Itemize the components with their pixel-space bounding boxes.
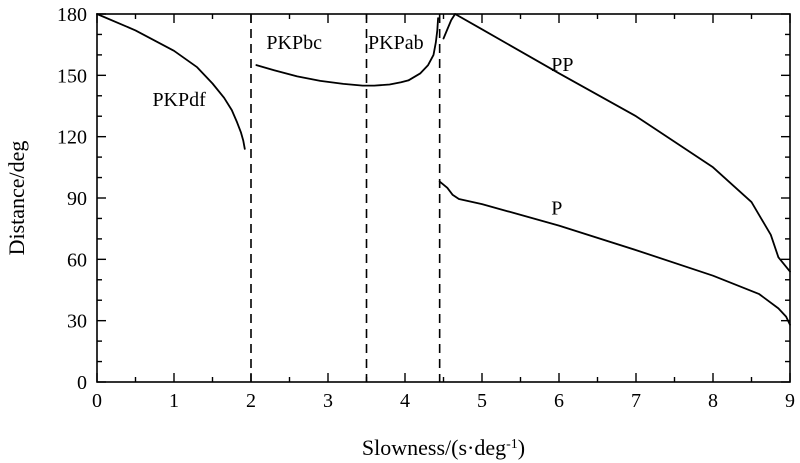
x-axis-label-end: ): [518, 435, 525, 460]
x-tick-label: 7: [631, 390, 641, 412]
y-tick-label: 60: [67, 249, 87, 271]
dashed-lines: [250, 14, 441, 382]
x-tick-label: 3: [323, 390, 333, 412]
label-pkpdf: PKPdf: [152, 89, 206, 111]
series-pkpdf: [96, 13, 246, 150]
series-pkpab: [407, 17, 439, 82]
y-axis-label: Distance/deg: [4, 141, 29, 256]
x-axis-ticks: 0 1 2 3 4 5 6 7 8 9: [92, 14, 795, 412]
plot-area: 0 1 2 3 4 5 6 7 8 9 0 30 60 90 120 150 180 PKPdf PKPbc PK…: [57, 4, 795, 412]
y-axis-ticks: 0 30 60 90 120 150 180: [57, 4, 790, 394]
y-tick-label: 0: [77, 372, 87, 394]
x-tick-label: 5: [477, 390, 487, 412]
x-tick-label: 1: [169, 390, 179, 412]
x-tick-label: 4: [400, 390, 410, 412]
y-tick-label: 90: [67, 188, 87, 210]
plot-frame: [96, 13, 791, 383]
label-pkpab: PKPab: [368, 32, 424, 54]
y-tick-label: 120: [57, 127, 87, 149]
x-axis-label-superscript: -1: [506, 437, 518, 452]
x-axis-label: Slowness/(s·deg-1): [362, 435, 525, 460]
series-pkpbc: [255, 64, 410, 87]
y-tick-label: 30: [67, 311, 87, 333]
label-p: P: [551, 197, 562, 219]
x-axis-label-main: Slowness/(s·deg: [362, 435, 506, 460]
y-tick-label: 180: [57, 4, 87, 26]
label-pkpbc: PKPbc: [266, 32, 322, 54]
curves: [96, 13, 791, 326]
series-p: [438, 180, 791, 326]
series-pp: [442, 13, 791, 273]
y-tick-label: 150: [57, 65, 87, 87]
x-tick-label: 6: [554, 390, 564, 412]
x-tick-label: 2: [246, 390, 256, 412]
label-pp: PP: [551, 54, 573, 76]
x-tick-label: 9: [785, 390, 795, 412]
x-tick-label: 8: [708, 390, 718, 412]
x-tick-label: 0: [92, 390, 102, 412]
